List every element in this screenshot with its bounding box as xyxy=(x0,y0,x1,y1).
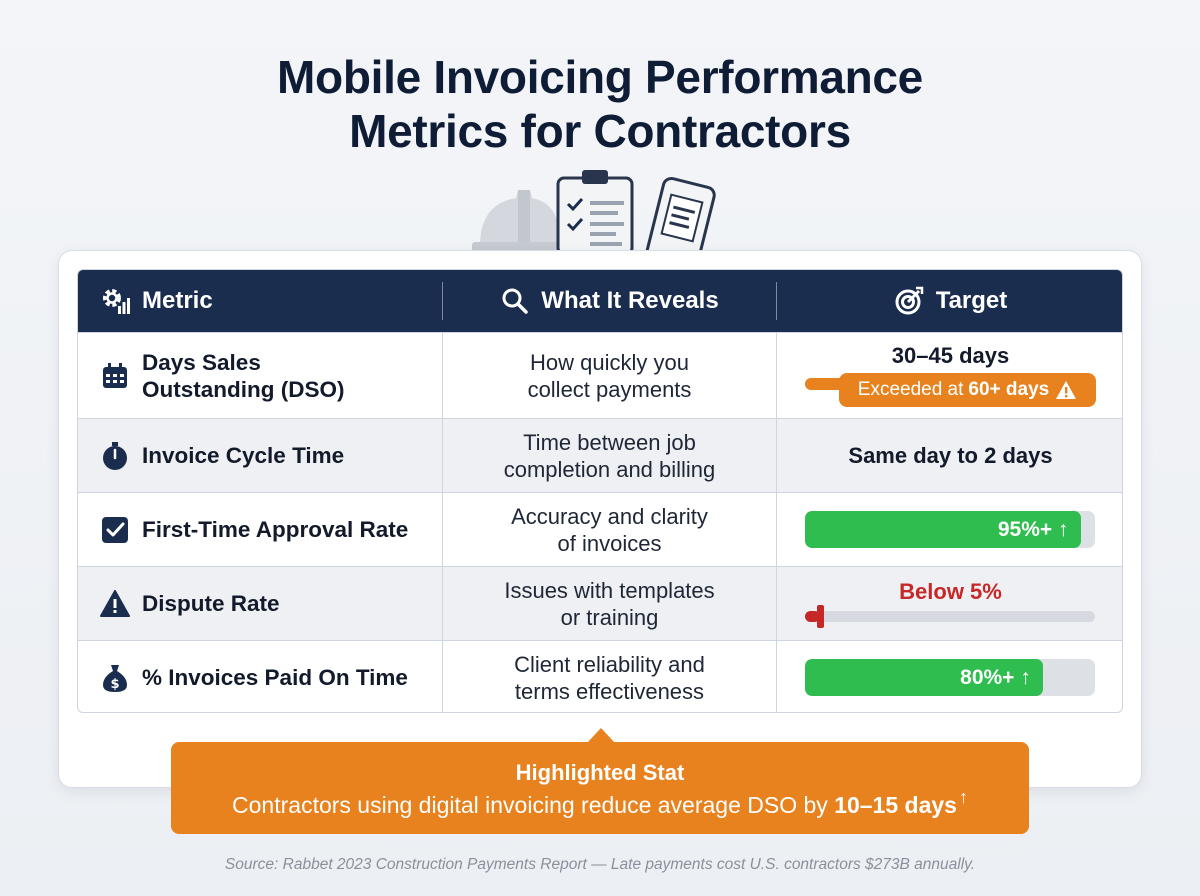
target-icon xyxy=(895,286,923,315)
progress-fill: 95%+ ↑ xyxy=(805,511,1081,548)
callout-title: Highlighted Stat xyxy=(515,760,685,785)
calendar-icon xyxy=(103,362,127,388)
table-row: Dispute Rate Issues with templates or tr… xyxy=(78,566,1122,640)
metric-cell: Days Sales Outstanding (DSO) xyxy=(78,333,443,418)
on-time-progress-bar: 80%+ ↑ xyxy=(805,659,1095,696)
column-header-label: What It Reveals xyxy=(541,287,719,314)
metric-cell: Dispute Rate xyxy=(78,567,443,640)
reveals-cell: Issues with templates or training xyxy=(443,567,777,640)
table-row: Invoice Cycle Time Time between job comp… xyxy=(78,418,1122,492)
gear-chart-icon xyxy=(103,289,130,314)
warning-triangle-icon xyxy=(100,589,130,617)
target-cell: 95%+ ↑ xyxy=(777,493,1122,566)
metric-cell: $ % Invoices Paid On Time xyxy=(78,641,443,712)
page-title: Mobile Invoicing Performance Metrics for… xyxy=(0,50,1200,158)
clipboard-checklist-icon xyxy=(556,170,634,254)
metric-cell: First-Time Approval Rate xyxy=(78,493,443,566)
source-note: Source: Rabbet 2023 Construction Payment… xyxy=(224,856,976,873)
target-value: 80%+ ↑ xyxy=(960,665,1031,689)
magnifier-icon xyxy=(502,288,529,314)
progress-fill: 80%+ ↑ xyxy=(805,659,1043,696)
warning-badge: Exceeded at 60+ days xyxy=(839,373,1096,407)
checkbox-icon xyxy=(102,516,128,543)
column-header-label: Target xyxy=(935,287,1008,314)
highlighted-stat-callout: Highlighted Stat Contractors using digit… xyxy=(171,728,1029,834)
progress-fill xyxy=(805,611,820,622)
target-cell: Below 5% xyxy=(777,567,1122,640)
table-row: Days Sales Outstanding (DSO) How quickly… xyxy=(78,332,1122,418)
target-value: 30–45 days xyxy=(891,343,1010,368)
callout-text: Contractors using digital invoicing redu… xyxy=(232,787,968,818)
column-header-label: Metric xyxy=(142,287,213,314)
column-header-metric: Metric xyxy=(78,270,443,332)
warning-triangle-icon xyxy=(1056,381,1077,399)
target-value: Below 5% xyxy=(899,579,1002,604)
threshold-marker xyxy=(816,605,824,628)
stopwatch-icon xyxy=(103,441,127,470)
target-cell: 80%+ ↑ xyxy=(777,641,1122,712)
target-value: Same day to 2 days xyxy=(848,442,1053,468)
metric-name: Days Sales Outstanding (DSO) xyxy=(142,349,345,402)
metric-name: First-Time Approval Rate xyxy=(142,517,409,542)
reveals-cell: Time between job completion and billing xyxy=(443,419,777,492)
metric-cell: Invoice Cycle Time xyxy=(78,419,443,492)
reveals-cell: How quickly you collect payments xyxy=(443,333,777,418)
target-value: 95%+ ↑ xyxy=(997,517,1069,541)
table-row: First-Time Approval Rate Accuracy and cl… xyxy=(78,492,1122,566)
column-header-reveals: What It Reveals xyxy=(443,270,777,332)
metrics-table: Metric What It Reveals Target xyxy=(77,269,1123,713)
hard-hat-icon xyxy=(472,190,568,252)
column-header-target: Target xyxy=(777,270,1122,332)
table-header: Metric What It Reveals Target xyxy=(78,270,1122,332)
reveals-cell: Client reliability and terms effectivene… xyxy=(443,641,777,712)
metric-name: % Invoices Paid On Time xyxy=(142,665,408,690)
up-arrow-icon: ↑ xyxy=(958,787,968,807)
svg-text:$: $ xyxy=(110,677,119,692)
title-line-1: Mobile Invoicing Performance xyxy=(277,51,923,103)
phone-invoice-icon xyxy=(645,176,716,254)
title-line-2: Metrics for Contractors xyxy=(349,105,851,157)
dso-range-bar xyxy=(805,378,847,390)
metric-name: Dispute Rate xyxy=(142,591,280,616)
target-cell: Same day to 2 days xyxy=(777,419,1122,492)
approval-progress-bar: 95%+ ↑ xyxy=(805,511,1095,548)
callout-value: 10–15 days xyxy=(834,792,957,818)
table-row: $ % Invoices Paid On Time Client reliabi… xyxy=(78,640,1122,712)
header-illustration xyxy=(472,170,716,254)
metric-name: Invoice Cycle Time xyxy=(142,443,345,468)
reveals-cell: Accuracy and clarity of invoices xyxy=(443,493,777,566)
target-cell: 30–45 days Exceeded at 60+ days xyxy=(777,333,1122,418)
dispute-progress-bar xyxy=(805,605,1095,628)
money-bag-icon: $ xyxy=(103,664,127,692)
